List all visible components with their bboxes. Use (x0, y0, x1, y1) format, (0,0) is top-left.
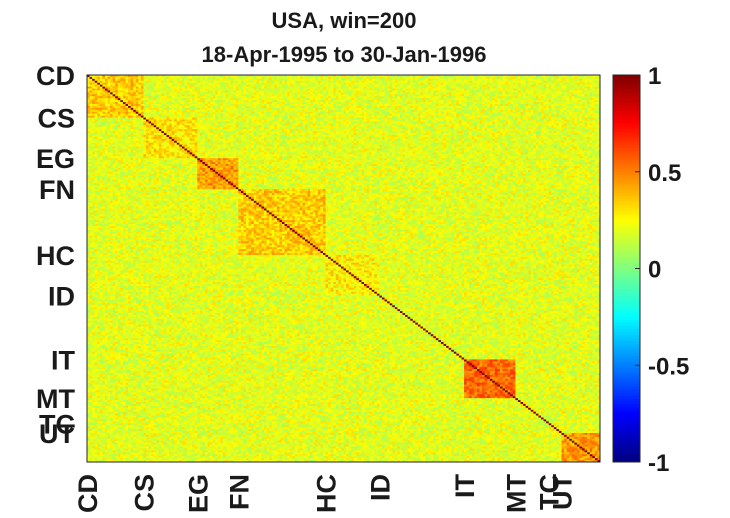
chart-title: USA, win=200 (272, 8, 417, 33)
correlation-matrix (87, 75, 600, 462)
chart-subtitle: 18-Apr-1995 to 30-Jan-1996 (202, 42, 487, 67)
